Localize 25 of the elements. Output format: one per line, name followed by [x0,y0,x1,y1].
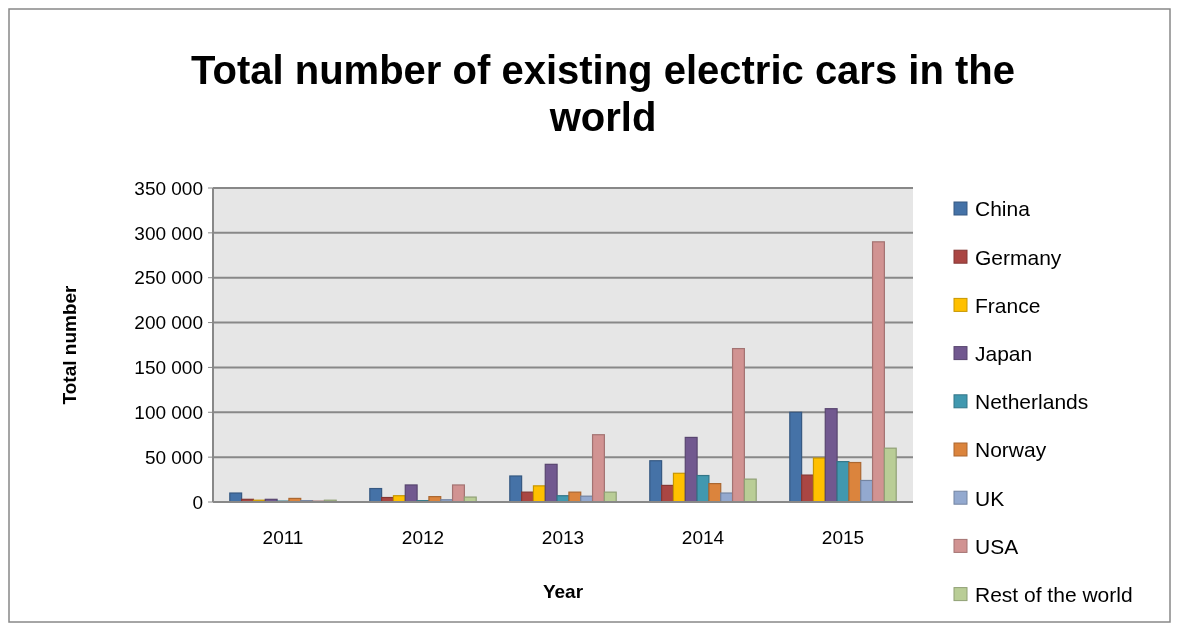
y-tick-label: 100 000 [134,401,203,423]
chart-title: Total number of existing electric cars in the world [191,48,1015,139]
x-axis-title: Year [542,581,584,602]
legend-label: Netherlands [975,390,1089,414]
legend-label: Rest of the world [975,582,1133,606]
legend-label: UK [975,486,1005,510]
x-tick-label: 2015 [821,527,865,548]
x-tick-label: 2012 [401,527,445,548]
y-tick-label: 50 000 [144,446,203,468]
y-axis-title: Total number [59,284,80,405]
y-tick-label: 300 000 [134,222,203,244]
legend-label: Germany [975,245,1062,269]
legend-label: Japan [975,341,1033,365]
legend-label: Norway [975,438,1047,462]
legend-label: France [975,293,1041,317]
x-tick-label: 2013 [541,527,585,548]
y-tick-label: 200 000 [134,312,203,334]
x-tick-label: 2014 [681,527,725,548]
y-tick-label: 150 000 [134,357,203,379]
legend-label: USA [975,534,1019,558]
y-tick-label: 0 [192,491,203,513]
x-tick-label: 2011 [262,527,304,548]
y-tick-label: 350 000 [134,177,203,199]
y-tick-label: 250 000 [134,267,203,289]
legend-label: China [975,197,1031,221]
